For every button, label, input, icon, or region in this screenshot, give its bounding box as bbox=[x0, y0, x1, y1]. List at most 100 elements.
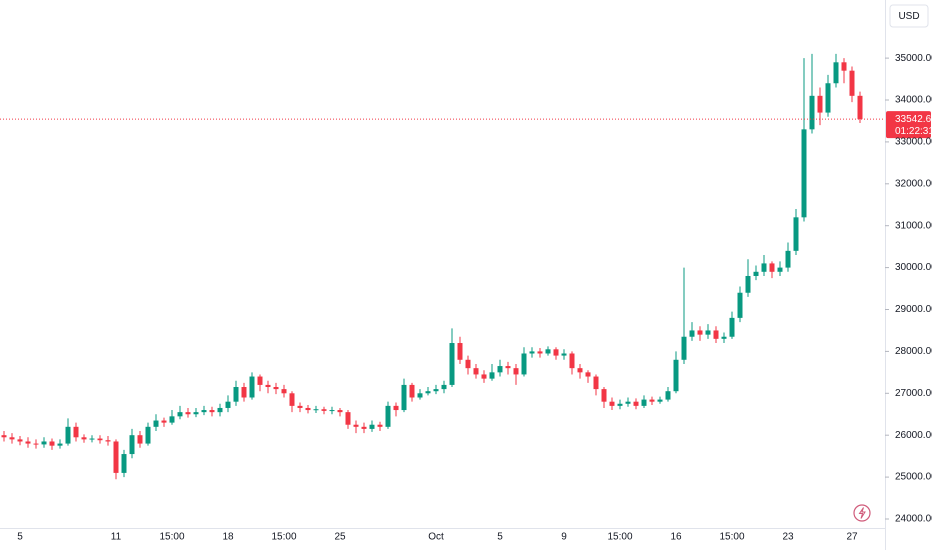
candle-body bbox=[529, 351, 535, 354]
candle-body bbox=[809, 95, 815, 130]
candle-body bbox=[121, 454, 127, 473]
candle-body bbox=[145, 426, 151, 444]
candle-body bbox=[577, 368, 583, 373]
candle-body bbox=[729, 317, 735, 337]
candle-body bbox=[73, 426, 79, 438]
x-tick-label: 18 bbox=[222, 532, 234, 543]
candle-body bbox=[217, 407, 223, 413]
y-tick-label: 32000.00 bbox=[895, 178, 932, 189]
candle-body bbox=[761, 263, 767, 272]
x-tick-label: 23 bbox=[782, 532, 794, 543]
candle-body bbox=[737, 292, 743, 318]
candle-body bbox=[513, 368, 519, 375]
y-tick-label: 35000.00 bbox=[895, 53, 932, 64]
candle-body bbox=[65, 426, 71, 444]
candle-body bbox=[81, 437, 87, 440]
y-tick-label: 29000.00 bbox=[895, 304, 932, 315]
candle-body bbox=[713, 330, 719, 339]
candle-body bbox=[497, 366, 503, 373]
candle-body bbox=[169, 416, 175, 423]
x-tick-label: 11 bbox=[111, 532, 122, 543]
candle-body bbox=[233, 387, 239, 402]
icon-ring bbox=[853, 504, 871, 522]
candle-body bbox=[633, 401, 639, 406]
candle-body bbox=[41, 441, 47, 445]
x-tick-label: 27 bbox=[846, 532, 858, 543]
candle-body bbox=[361, 426, 367, 429]
candle-body bbox=[377, 424, 383, 427]
overlay: 33542.6301:22:31 bbox=[0, 111, 932, 139]
candle-body bbox=[273, 387, 279, 390]
currency-button[interactable] bbox=[889, 4, 929, 28]
candle-body bbox=[665, 391, 671, 400]
y-tick-label: 31000.00 bbox=[895, 220, 932, 231]
candle-body bbox=[345, 412, 351, 425]
candle-body bbox=[313, 409, 319, 411]
candle-body bbox=[673, 359, 679, 392]
candle-body bbox=[505, 366, 511, 369]
candle-body bbox=[329, 410, 335, 412]
x-tick-label: 15:00 bbox=[271, 532, 296, 543]
candle-body bbox=[321, 409, 327, 411]
candle-body bbox=[841, 62, 847, 71]
candle-body bbox=[57, 443, 63, 446]
candle-body bbox=[721, 336, 727, 339]
candle-body bbox=[33, 443, 39, 445]
candle-body bbox=[625, 401, 631, 404]
candle-body bbox=[337, 410, 343, 413]
lightning-icon[interactable] bbox=[853, 504, 871, 522]
candle-body bbox=[441, 384, 447, 390]
candle-body bbox=[425, 391, 431, 394]
x-tick-label: 9 bbox=[561, 532, 567, 543]
candle-body bbox=[617, 403, 623, 406]
candle-body bbox=[193, 412, 199, 415]
y-tick-label: 27000.00 bbox=[895, 388, 932, 399]
candle-body bbox=[417, 393, 423, 398]
y-tick-label: 33000.00 bbox=[895, 137, 932, 148]
candle-body bbox=[545, 349, 551, 354]
candle-body bbox=[585, 372, 591, 377]
candle-body bbox=[113, 441, 119, 473]
candle-body bbox=[793, 217, 799, 251]
candle-body bbox=[641, 399, 647, 406]
candle-body bbox=[833, 62, 839, 84]
candle-body bbox=[657, 399, 663, 402]
candle-body bbox=[1, 435, 7, 438]
x-tick-label: 25 bbox=[334, 532, 346, 543]
candle-body bbox=[593, 376, 599, 390]
candle-body bbox=[353, 424, 359, 427]
candle-body bbox=[553, 349, 559, 356]
x-tick-label: 15:00 bbox=[719, 532, 744, 543]
candle-body bbox=[369, 424, 375, 429]
candle-body bbox=[537, 351, 543, 354]
candle-body bbox=[601, 389, 607, 402]
candle-body bbox=[817, 95, 823, 113]
candle-body bbox=[289, 393, 295, 406]
y-tick-label: 26000.00 bbox=[895, 430, 932, 441]
candle-body bbox=[201, 410, 207, 413]
currency-label: USD bbox=[898, 11, 919, 22]
candle-body bbox=[97, 438, 103, 441]
x-tick-label: 5 bbox=[17, 532, 23, 543]
candle-body bbox=[769, 263, 775, 272]
candle-body bbox=[249, 376, 255, 398]
candle-body bbox=[473, 368, 479, 375]
candle-body bbox=[281, 389, 287, 394]
y-tick-label: 28000.00 bbox=[895, 346, 932, 357]
candle-body bbox=[241, 387, 247, 398]
x-tick-label: Oct bbox=[428, 532, 444, 543]
x-tick-label: 15:00 bbox=[159, 532, 184, 543]
candle-body bbox=[209, 410, 215, 413]
candle-body bbox=[521, 353, 527, 375]
candle-body bbox=[137, 435, 143, 444]
candle-body bbox=[305, 407, 311, 411]
candle-body bbox=[849, 70, 855, 96]
candle-body bbox=[409, 384, 415, 398]
candle-body bbox=[465, 359, 471, 369]
candle-body bbox=[129, 435, 135, 455]
candle-body bbox=[569, 353, 575, 369]
y-tick-label: 30000.00 bbox=[895, 262, 932, 273]
candle-body bbox=[297, 405, 303, 408]
